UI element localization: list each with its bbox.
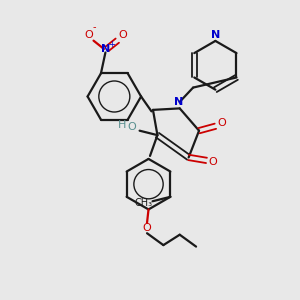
- Text: O: O: [118, 30, 127, 40]
- Text: O: O: [208, 157, 217, 167]
- Text: -: -: [93, 22, 96, 32]
- Text: +: +: [109, 40, 116, 49]
- Text: O: O: [127, 122, 136, 132]
- Text: N: N: [212, 30, 220, 40]
- Text: N: N: [101, 44, 110, 54]
- Text: CH₃: CH₃: [135, 198, 153, 208]
- Text: H: H: [118, 120, 127, 130]
- Text: O: O: [85, 30, 93, 40]
- Text: N: N: [174, 97, 183, 107]
- Text: O: O: [143, 223, 152, 233]
- Text: O: O: [218, 118, 226, 128]
